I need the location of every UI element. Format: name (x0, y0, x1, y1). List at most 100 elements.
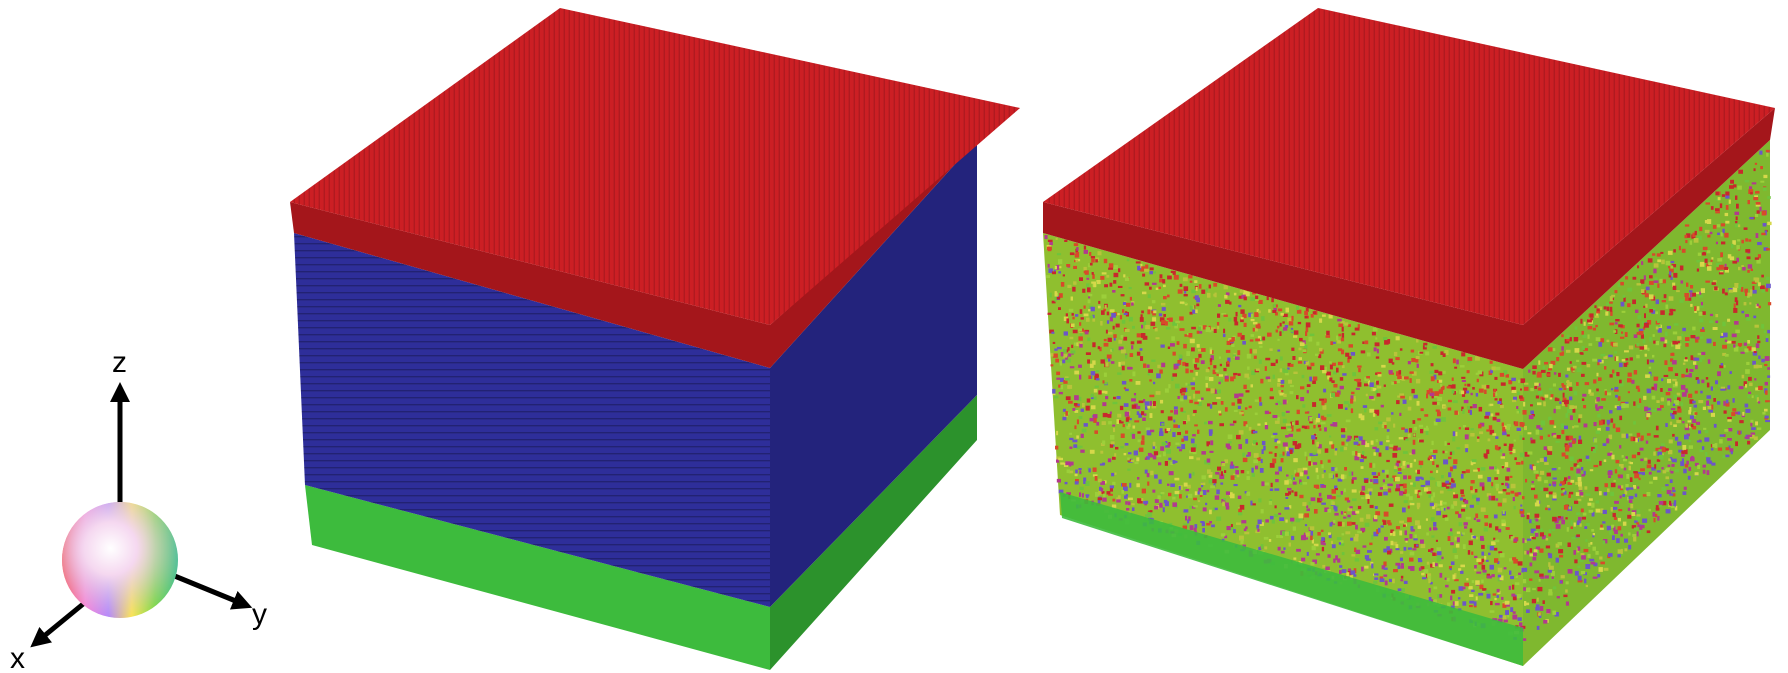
grain-speckle (1366, 514, 1371, 519)
grain-speckle (1495, 483, 1500, 489)
grain-speckle (1445, 486, 1450, 489)
grain-speckle (1127, 501, 1131, 506)
grain-speckle (1092, 360, 1096, 365)
grain-speckle (1491, 482, 1494, 487)
grain-speckle (1411, 388, 1415, 394)
grain-speckle (1541, 369, 1546, 373)
grain-speckle (1754, 162, 1758, 165)
grain-speckle (1464, 427, 1470, 430)
grain-speckle (1125, 494, 1128, 497)
grain-speckle (1234, 321, 1239, 326)
grain-speckle (1672, 378, 1677, 382)
grain-speckle (1236, 434, 1241, 440)
grain-speckle (1634, 493, 1638, 498)
grain-speckle (1671, 264, 1677, 268)
grain-speckle (1440, 500, 1443, 506)
grain-speckle (1201, 451, 1206, 455)
grain-speckle (1152, 489, 1156, 493)
grain-speckle (1706, 200, 1710, 204)
grain-speckle (1565, 446, 1570, 452)
grain-speckle (1450, 595, 1453, 601)
grain-speckle (1524, 539, 1527, 543)
grain-speckle (1285, 496, 1289, 499)
grain-speckle (1209, 347, 1213, 350)
grain-speckle (1123, 312, 1128, 315)
grain-speckle (1376, 411, 1380, 416)
grain-speckle (1668, 458, 1671, 461)
grain-speckle (1075, 259, 1078, 263)
grain-speckle (1391, 362, 1395, 365)
grain-speckle (1223, 314, 1228, 317)
grain-speckle (1442, 501, 1447, 505)
grain-speckle (1526, 609, 1530, 613)
grain-speckle (1124, 495, 1128, 499)
grain-speckle (1201, 475, 1206, 480)
grain-speckle (1519, 452, 1525, 458)
grain-speckle (1181, 444, 1186, 450)
grain-speckle (1729, 371, 1732, 374)
grain-speckle (1694, 357, 1700, 361)
grain-speckle (1593, 422, 1597, 427)
grain-speckle (1646, 530, 1651, 534)
grain-speckle (1325, 566, 1330, 572)
grain-speckle (1651, 310, 1656, 314)
grain-speckle (1645, 374, 1650, 378)
grain-speckle (1723, 434, 1726, 437)
grain-speckle (1501, 596, 1504, 600)
grain-speckle (1209, 349, 1213, 354)
grain-speckle (1620, 485, 1624, 489)
grain-speckle (1141, 266, 1145, 270)
grain-speckle (1699, 336, 1704, 339)
orientation-color-sphere-icon (62, 502, 178, 618)
grain-speckle (1641, 525, 1645, 529)
grain-speckle (1189, 399, 1193, 404)
grain-speckle (1532, 588, 1536, 591)
grain-speckle (1151, 310, 1155, 314)
grain-speckle (1069, 437, 1074, 441)
grain-speckle (1345, 531, 1351, 535)
grain-speckle (1716, 267, 1720, 271)
grain-speckle (1672, 403, 1676, 406)
grain-speckle (1113, 272, 1119, 278)
grain-speckle (1653, 383, 1658, 388)
right-block-side-noise (1523, 149, 1772, 630)
grain-speckle (1392, 541, 1398, 546)
grain-speckle (1216, 373, 1219, 376)
grain-speckle (1576, 465, 1580, 468)
grain-speckle (1724, 267, 1729, 270)
grain-speckle (1104, 390, 1108, 394)
grain-speckle (1395, 462, 1399, 467)
grain-speckle (1242, 313, 1247, 319)
grain-speckle (1206, 388, 1211, 392)
grain-speckle (1321, 502, 1326, 505)
grain-speckle (1340, 337, 1345, 342)
grain-speckle (1395, 357, 1400, 361)
grain-speckle (1341, 332, 1345, 338)
grain-speckle (1320, 460, 1323, 465)
grain-speckle (1496, 595, 1499, 598)
grain-speckle (1581, 467, 1584, 471)
grain-speckle (1713, 398, 1716, 402)
grain-speckle (1491, 495, 1496, 501)
grain-speckle (1107, 337, 1112, 342)
right-block-bottom-layer-front (1060, 492, 1523, 666)
grain-speckle (1179, 283, 1183, 287)
grain-speckle (1388, 503, 1394, 507)
grain-speckle (1351, 522, 1356, 525)
grain-speckle (1649, 294, 1654, 300)
grain-speckle (1268, 309, 1271, 313)
grain-speckle (1613, 526, 1616, 532)
grain-speckle (1603, 492, 1608, 496)
grain-speckle (1737, 239, 1741, 242)
grain-speckle (1216, 322, 1220, 326)
grain-speckle (1643, 322, 1649, 328)
grain-speckle (1109, 316, 1113, 322)
grain-speckle (1460, 564, 1465, 568)
grain-speckle (1524, 451, 1530, 457)
grain-speckle (1149, 400, 1152, 406)
grain-speckle (1416, 378, 1421, 384)
grain-speckle (1624, 350, 1629, 353)
grain-speckle (1627, 372, 1632, 377)
grain-speckle (1288, 542, 1291, 547)
grain-speckle (1110, 435, 1115, 440)
